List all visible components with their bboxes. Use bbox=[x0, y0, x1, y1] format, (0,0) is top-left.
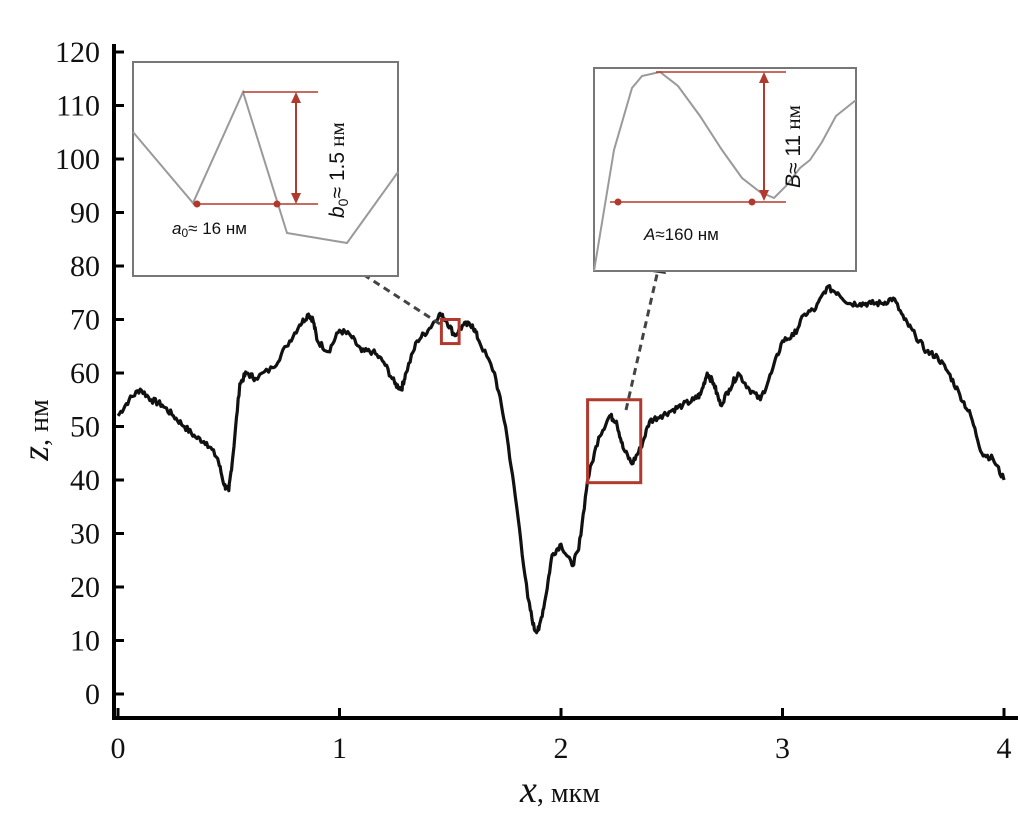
x-axis-label: x, мкм bbox=[519, 769, 600, 811]
y-axis-unit: , нм bbox=[24, 399, 55, 446]
y-tick-label: 40 bbox=[70, 464, 100, 497]
y-ticks: 0 10 20 30 40 50 60 70 80 90 100 110 120 bbox=[55, 36, 124, 711]
inset-left-a-label: a0≈ 16 нм bbox=[172, 219, 247, 240]
y-tick-label: 70 bbox=[70, 304, 100, 337]
inset-left-a-dot-left bbox=[193, 200, 201, 208]
inset-right-B-label: B≈ 11 нм bbox=[781, 105, 805, 188]
inset-left-frame bbox=[132, 61, 399, 277]
x-axis-var: x bbox=[519, 769, 537, 811]
inset-right-A-dot-left bbox=[614, 198, 622, 206]
profile-curve bbox=[116, 284, 1006, 635]
inset-left-curve bbox=[132, 89, 399, 245]
inset-left: a0≈ 16 нм b0≈ 1.5 нм bbox=[132, 61, 399, 277]
y-tick-label: 90 bbox=[70, 197, 100, 230]
axes bbox=[112, 44, 1018, 720]
y-tick-label: 80 bbox=[70, 250, 100, 283]
callout-arrows bbox=[334, 256, 666, 411]
marker-box-1 bbox=[439, 318, 461, 346]
y-tick-label: 100 bbox=[55, 143, 100, 176]
inset-left-b-arrow-down bbox=[291, 193, 301, 204]
x-tick-label: 1 bbox=[332, 732, 347, 765]
inset-right-B-arrow-up bbox=[759, 72, 769, 83]
inset-right-frame bbox=[593, 67, 857, 272]
inset-right-B-arrow-down bbox=[759, 190, 769, 201]
inset-left-b-arrow-up bbox=[291, 92, 301, 103]
y-tick-label: 10 bbox=[70, 625, 100, 658]
y-axis-label: z, нм bbox=[15, 399, 57, 462]
arrow-right bbox=[624, 269, 660, 411]
y-tick-label: 110 bbox=[56, 90, 100, 123]
y-tick-label: 20 bbox=[70, 571, 100, 604]
inset-right-curve bbox=[593, 70, 857, 272]
y-tick-label: 0 bbox=[85, 678, 100, 711]
x-tick-label: 4 bbox=[997, 732, 1012, 765]
x-tick-label: 2 bbox=[554, 732, 569, 765]
x-ticks: 0 1 2 3 4 bbox=[111, 708, 1012, 765]
marker-box-2 bbox=[586, 398, 643, 485]
inset-right-A-label: A≈160 нм bbox=[643, 225, 719, 244]
marker-boxes bbox=[439, 318, 643, 485]
x-axis-unit: , мкм bbox=[537, 778, 600, 809]
y-tick-label: 120 bbox=[55, 36, 100, 69]
y-tick-label: 60 bbox=[70, 357, 100, 390]
y-axis-var: z bbox=[15, 446, 57, 462]
y-tick-label: 30 bbox=[70, 518, 100, 551]
x-tick-label: 3 bbox=[775, 732, 790, 765]
inset-left-b-label: b0≈ 1.5 нм bbox=[325, 122, 351, 218]
inset-left-a-dot-right bbox=[273, 200, 281, 208]
inset-right: A≈160 нм B≈ 11 нм bbox=[593, 67, 857, 272]
x-tick-label: 0 bbox=[111, 732, 126, 765]
inset-right-A-dot-right bbox=[748, 198, 756, 206]
y-tick-label: 50 bbox=[70, 411, 100, 444]
